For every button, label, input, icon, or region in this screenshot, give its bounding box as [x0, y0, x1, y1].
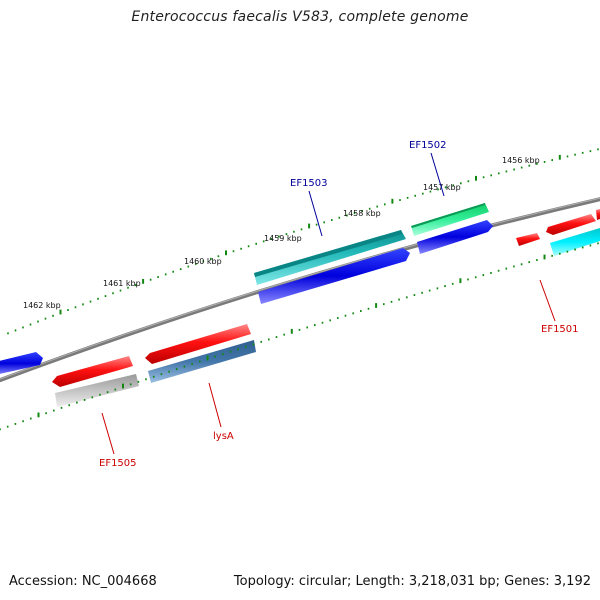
feature-ef1503[interactable] — [254, 230, 406, 285]
tick-label-1458: 1458 kbp — [343, 209, 381, 218]
tick-label-1460: 1460 kbp — [184, 257, 222, 266]
feature-lysA-upper[interactable] — [145, 324, 251, 364]
feature-light-cyan[interactable] — [550, 228, 600, 256]
tick-label-1456: 1456 kbp — [502, 156, 540, 165]
feature-ef1505-upper[interactable] — [52, 356, 133, 387]
feature-blue-right[interactable] — [417, 220, 493, 254]
feature-blue-long[interactable] — [258, 248, 410, 304]
gene-label-ef1503[interactable]: EF1503 — [290, 178, 328, 189]
tick-label-1459: 1459 kbp — [264, 234, 302, 243]
feature-ef1502[interactable] — [411, 203, 489, 236]
scale-ticks-outer — [7, 148, 599, 335]
feature-ef1501-fragment[interactable] — [516, 233, 540, 246]
genome-backbone — [0, 197, 600, 383]
feature-blue-left[interactable] — [0, 352, 43, 375]
feature-lysA[interactable] — [148, 340, 256, 383]
callout-ef1503 — [308, 190, 323, 237]
gene-label-ef1505[interactable]: EF1505 — [99, 458, 137, 469]
tick-label-1461: 1461 kbp — [103, 279, 141, 288]
gene-callouts — [101, 152, 556, 455]
feature-ef1505-lower[interactable] — [55, 374, 139, 407]
callout-lysA — [208, 382, 222, 428]
map-title: Enterococcus faecalis V583, complete gen… — [131, 9, 469, 25]
accession-label: Accession: NC_004668 — [9, 574, 157, 589]
genome-summary-label: Topology: circular; Length: 3,218,031 bp… — [233, 574, 591, 589]
callout-ef1501 — [539, 279, 556, 322]
genome-backbone-highlight — [0, 197, 600, 380]
gene-labels: EF1502 EF1503 EF1501 lysA EF1505 — [99, 140, 579, 469]
scale-ticks-inner — [0, 242, 599, 431]
tick-label-1462: 1462 kbp — [23, 301, 61, 310]
gene-label-ef1501[interactable]: EF1501 — [541, 324, 579, 335]
gene-label-ef1502[interactable]: EF1502 — [409, 140, 447, 151]
feature-ef1501-right[interactable] — [546, 209, 600, 235]
callout-ef1505 — [101, 412, 115, 455]
gene-label-lysA[interactable]: lysA — [213, 431, 234, 442]
callout-ef1502 — [430, 152, 445, 197]
